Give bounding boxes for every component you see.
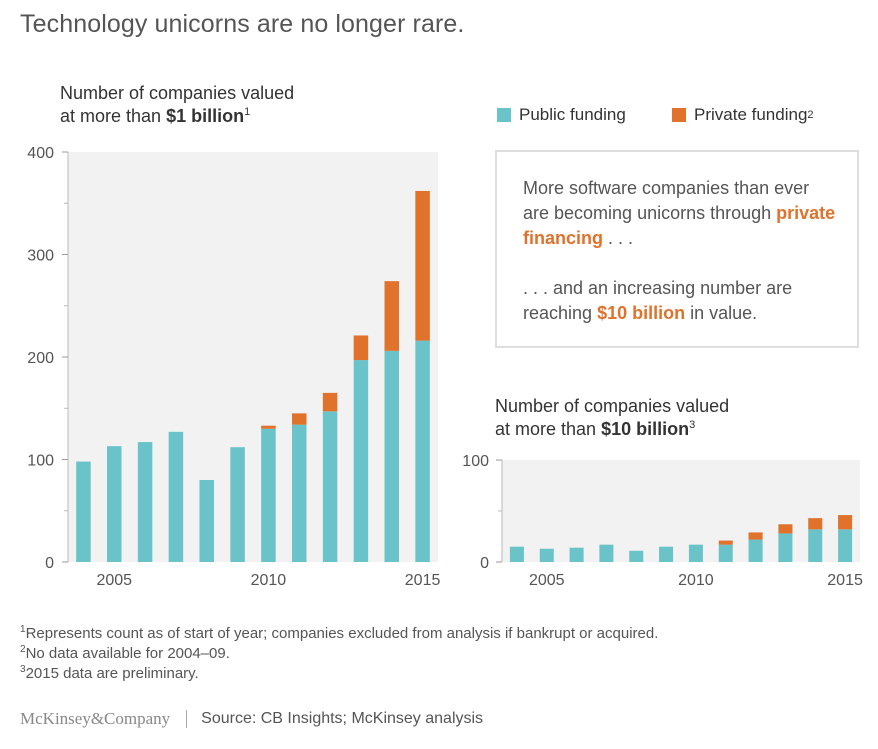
chart1-y-tick-label: 200 — [27, 350, 54, 367]
footnote-2: 2No data available for 2004–09. — [20, 644, 658, 664]
chart1-bar-private-2011 — [292, 413, 307, 425]
chart2-bar-private-2013 — [778, 524, 793, 534]
chart2-title-line1: Number of companies valued — [495, 396, 730, 416]
chart2-title-line2: at more than — [495, 419, 602, 439]
callout-p1-ellipsis: . . . — [603, 228, 634, 248]
chart1-x-tick-label: 2005 — [96, 572, 132, 589]
legend-private-swatch — [672, 108, 686, 122]
footer: McKinsey&Company Source: CB Insights; Mc… — [20, 709, 483, 729]
chart1-unicorns-1b: 0 100 200 300 400 2005 2010 2015 — [27, 145, 440, 589]
chart2-bar-public-2005 — [539, 548, 554, 562]
chart2-bar-private-2012 — [748, 532, 763, 540]
chart2-title-bold: $10 billion — [601, 419, 690, 439]
chart1-title-line1: Number of companies valued — [60, 83, 295, 103]
chart1-bar-public-2007 — [168, 431, 184, 562]
chart1-plot-area — [68, 152, 438, 562]
footnote-1-sup: 1 — [20, 624, 26, 635]
chart2-bar-public-2004 — [509, 546, 524, 562]
legend-private-label: Private funding — [694, 105, 808, 124]
callout-p2-text: . . . and an increasing number are reach… — [523, 278, 793, 323]
chart2-y-tick-label: 100 — [462, 453, 489, 470]
chart2-bar-public-2008 — [629, 550, 644, 562]
legend-public-swatch — [497, 108, 511, 122]
chart1-y-tick-label: 400 — [27, 145, 54, 162]
page-title: Technology unicorns are no longer rare. — [20, 10, 465, 38]
chart1-bar-public-2010 — [261, 428, 276, 562]
chart2-bar-private-2015 — [838, 515, 853, 530]
callout-p2-highlight: $10 billion — [597, 303, 686, 323]
chart1-bar-public-2015 — [415, 340, 430, 562]
chart2-title-sup: 3 — [689, 419, 696, 431]
chart1-title: Number of companies valued at more than … — [60, 82, 294, 128]
chart2-bar-public-2007 — [599, 544, 614, 562]
chart1-title-line2: at more than — [60, 106, 167, 126]
chart1-bar-public-2005 — [107, 446, 122, 562]
callout-paragraph-1: More software companies than ever are be… — [523, 176, 837, 251]
chart2-bar-public-2011 — [718, 544, 733, 562]
chart1-x-tick-label: 2015 — [405, 572, 441, 589]
footnote-1: 1Represents count as of start of year; c… — [20, 624, 658, 644]
chart1-bar-public-2011 — [292, 424, 307, 562]
chart2-bar-private-2014 — [808, 518, 823, 530]
chart1-y-tick-label: 300 — [27, 248, 54, 265]
chart1-bar-public-2012 — [322, 411, 338, 562]
callout-paragraph-2: . . . and an increasing number are reach… — [523, 276, 837, 326]
footnote-3-text: 2015 data are preliminary. — [25, 665, 199, 682]
footnotes: 1Represents count as of start of year; c… — [20, 624, 658, 684]
chart1-bar-public-2009 — [230, 447, 245, 562]
legend-private: Private funding 2 — [672, 105, 814, 125]
callout-p1-text: More software companies than ever are be… — [523, 178, 810, 223]
chart1-bar-public-2008 — [199, 480, 214, 562]
chart2-unicorns-10b: 0 100 2005 2010 2015 — [462, 453, 863, 589]
chart2-bar-public-2014 — [808, 529, 823, 562]
mckinsey-logo: McKinsey&Company — [20, 709, 171, 728]
chart1-bar-private-2015 — [415, 190, 430, 341]
legend-public-label: Public funding — [519, 105, 626, 124]
chart2-bar-public-2006 — [569, 547, 584, 562]
footnote-2-text: No data available for 2004–09. — [25, 645, 230, 662]
chart2-bar-public-2015 — [838, 529, 853, 562]
legend-public: Public funding — [497, 105, 626, 125]
chart1-bar-private-2013 — [353, 335, 369, 361]
chart2-bar-public-2013 — [778, 533, 793, 562]
chart2-y-tick-label: 0 — [480, 555, 489, 572]
chart2-x-tick-label: 2010 — [678, 572, 714, 589]
chart2-title: Number of companies valued at more than … — [495, 395, 729, 441]
footnote-3-sup: 3 — [20, 664, 26, 675]
chart2-x-tick-label: 2015 — [827, 572, 863, 589]
chart1-bar-public-2013 — [353, 360, 369, 562]
footer-separator — [186, 710, 188, 728]
chart1-bar-public-2014 — [384, 350, 399, 562]
chart2-plot-area — [502, 460, 860, 562]
chart2-bar-public-2009 — [659, 546, 674, 562]
chart1-bar-public-2004 — [76, 461, 91, 562]
callout-p1-highlight: private financing — [523, 203, 836, 248]
chart1-title-bold: $1 billion — [166, 106, 245, 126]
callout-box: More software companies than ever are be… — [495, 150, 859, 348]
chart2-bar-public-2012 — [748, 539, 763, 562]
footnote-1-text: Represents count as of start of year; co… — [25, 625, 659, 642]
callout-p2-end: in value. — [685, 303, 758, 323]
chart1-bar-public-2006 — [137, 442, 153, 562]
chart1-y-tick-label: 0 — [45, 555, 54, 572]
chart2-bar-public-2010 — [688, 544, 703, 562]
footnote-3: 32015 data are preliminary. — [20, 664, 658, 684]
chart1-bar-private-2014 — [384, 281, 399, 351]
chart2-bar-private-2011 — [718, 540, 733, 545]
chart1-bar-private-2012 — [322, 392, 338, 412]
source-text: Source: CB Insights; McKinsey analysis — [201, 710, 484, 727]
chart1-title-sup: 1 — [244, 106, 251, 118]
chart1-bar-private-2010 — [261, 425, 276, 429]
chart1-y-tick-label: 100 — [27, 453, 54, 470]
chart1-x-tick-label: 2010 — [251, 572, 287, 589]
footnote-2-sup: 2 — [20, 644, 26, 655]
chart2-x-tick-label: 2005 — [529, 572, 565, 589]
